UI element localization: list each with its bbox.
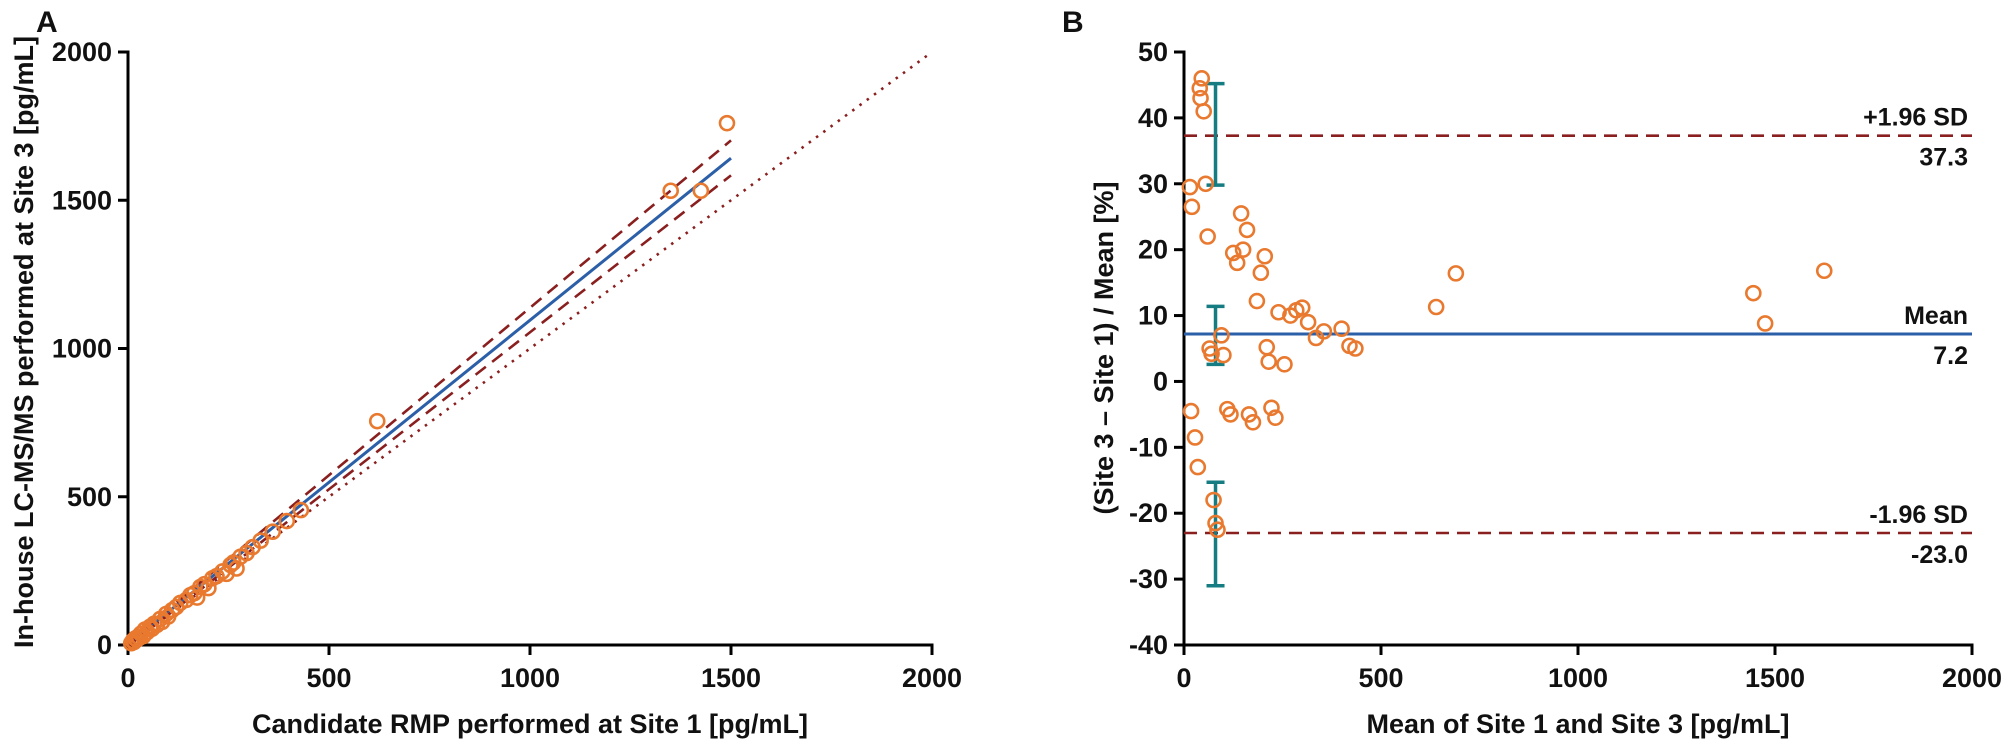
panel-b-x-axis-title: Mean of Site 1 and Site 3 [pg/mL]	[1366, 709, 1790, 739]
data-point	[1240, 406, 1258, 423]
panel-b-plot: 0 500 1000 1500 2000 -40 -30 -20 -10 0 10 20 30 40 50 +…	[1129, 37, 2001, 693]
svg-text:-20: -20	[1129, 498, 1168, 528]
data-point	[1333, 320, 1350, 338]
data-point	[1263, 399, 1280, 417]
line-annotation: +1.96 SD	[1863, 104, 1968, 132]
svg-text:-10: -10	[1129, 432, 1168, 462]
svg-text:2000: 2000	[1942, 663, 2001, 693]
data-point	[718, 114, 736, 132]
data-point	[1213, 327, 1230, 344]
panel-a: 0 500 1000 1500 2000 0 500 1000 1500 2000 A In-ho…	[0, 0, 1000, 749]
panel-a-label: A	[36, 6, 58, 39]
svg-text:0: 0	[97, 630, 112, 660]
data-point	[1203, 345, 1220, 363]
svg-text:20: 20	[1138, 235, 1168, 265]
data-point	[1199, 228, 1216, 245]
line-annotation: Mean	[1904, 302, 1968, 330]
data-point	[1182, 402, 1200, 420]
svg-text:500: 500	[306, 663, 351, 693]
panel-b-y-axis-title: (Site 3 – Site 1) / Mean [%]	[1089, 181, 1119, 515]
data-point	[662, 182, 680, 200]
data-point	[1205, 491, 1222, 509]
svg-text:-30: -30	[1129, 564, 1168, 594]
svg-text:500: 500	[67, 482, 112, 512]
data-point	[1195, 103, 1212, 120]
svg-text:1000: 1000	[500, 663, 560, 693]
line-annotation: -1.96 SD	[1869, 501, 1968, 529]
data-point	[1252, 264, 1270, 282]
line-annotation: 7.2	[1933, 342, 1968, 370]
svg-text:0: 0	[120, 663, 135, 693]
panel-a-y-axis-title: In-house LC-MS/MS performed at Site 3 [p…	[9, 35, 39, 648]
data-point	[1260, 353, 1278, 370]
svg-text:0: 0	[1153, 366, 1168, 396]
regression-line	[127, 156, 732, 646]
svg-text:10: 10	[1138, 301, 1168, 331]
data-point	[1222, 406, 1239, 423]
data-point	[368, 412, 386, 430]
svg-text:40: 40	[1138, 103, 1168, 133]
data-point	[1276, 356, 1293, 373]
svg-text:2000: 2000	[902, 663, 962, 693]
data-point	[1238, 221, 1256, 239]
svg-text:0: 0	[1176, 663, 1191, 693]
data-point	[1197, 175, 1214, 193]
data-point	[1189, 458, 1207, 476]
data-point	[1228, 254, 1246, 272]
svg-text:-40: -40	[1129, 630, 1168, 660]
svg-text:1000: 1000	[52, 334, 112, 364]
panel-b-label: B	[1062, 6, 1084, 39]
data-point	[1192, 89, 1209, 107]
svg-text:500: 500	[1358, 663, 1403, 693]
data-point	[188, 589, 206, 606]
data-point	[1191, 79, 1209, 97]
svg-text:1500: 1500	[701, 663, 761, 693]
data-point	[1299, 313, 1317, 331]
data-point	[1293, 299, 1311, 316]
data-point	[1745, 284, 1762, 302]
data-point	[264, 523, 282, 541]
data-point	[1447, 265, 1465, 282]
data-point	[200, 579, 217, 597]
data-point	[1267, 409, 1284, 426]
data-point	[692, 182, 710, 200]
data-point	[278, 512, 296, 530]
data-point	[1427, 298, 1445, 316]
panel-a-plot: 0 500 1000 1500 2000 0 500 1000 1500 2000	[52, 37, 962, 693]
svg-text:50: 50	[1138, 37, 1168, 67]
data-point	[1244, 413, 1262, 431]
data-point	[1815, 262, 1833, 280]
data-point	[1315, 323, 1333, 340]
data-point	[1756, 315, 1774, 332]
svg-text:1000: 1000	[1548, 663, 1608, 693]
data-point	[1183, 198, 1201, 216]
data-point	[1232, 205, 1250, 222]
data-point	[1258, 338, 1276, 356]
line-annotation: 37.3	[1919, 144, 1968, 172]
line-annotation: -23.0	[1911, 541, 1968, 569]
svg-text:1500: 1500	[1745, 663, 1805, 693]
panel-a-x-axis-title: Candidate RMP performed at Site 1 [pg/mL…	[251, 709, 809, 739]
panel-b: 0 500 1000 1500 2000 -40 -30 -20 -10 0 10 20 30 40 50 +…	[1000, 0, 2001, 749]
svg-text:1500: 1500	[52, 185, 112, 215]
data-point	[1234, 241, 1252, 258]
svg-text:2000: 2000	[52, 37, 112, 67]
data-point	[1181, 178, 1199, 196]
data-point	[1193, 70, 1211, 87]
data-point	[1215, 346, 1232, 364]
data-point	[1248, 292, 1266, 310]
data-point	[252, 532, 269, 549]
data-point	[1186, 429, 1204, 446]
data-point	[1224, 244, 1242, 262]
data-point	[1256, 247, 1274, 265]
data-point	[1209, 521, 1226, 538]
data-point	[292, 501, 310, 519]
svg-text:30: 30	[1138, 169, 1168, 199]
identity-line	[127, 53, 929, 647]
data-point	[1347, 340, 1364, 357]
